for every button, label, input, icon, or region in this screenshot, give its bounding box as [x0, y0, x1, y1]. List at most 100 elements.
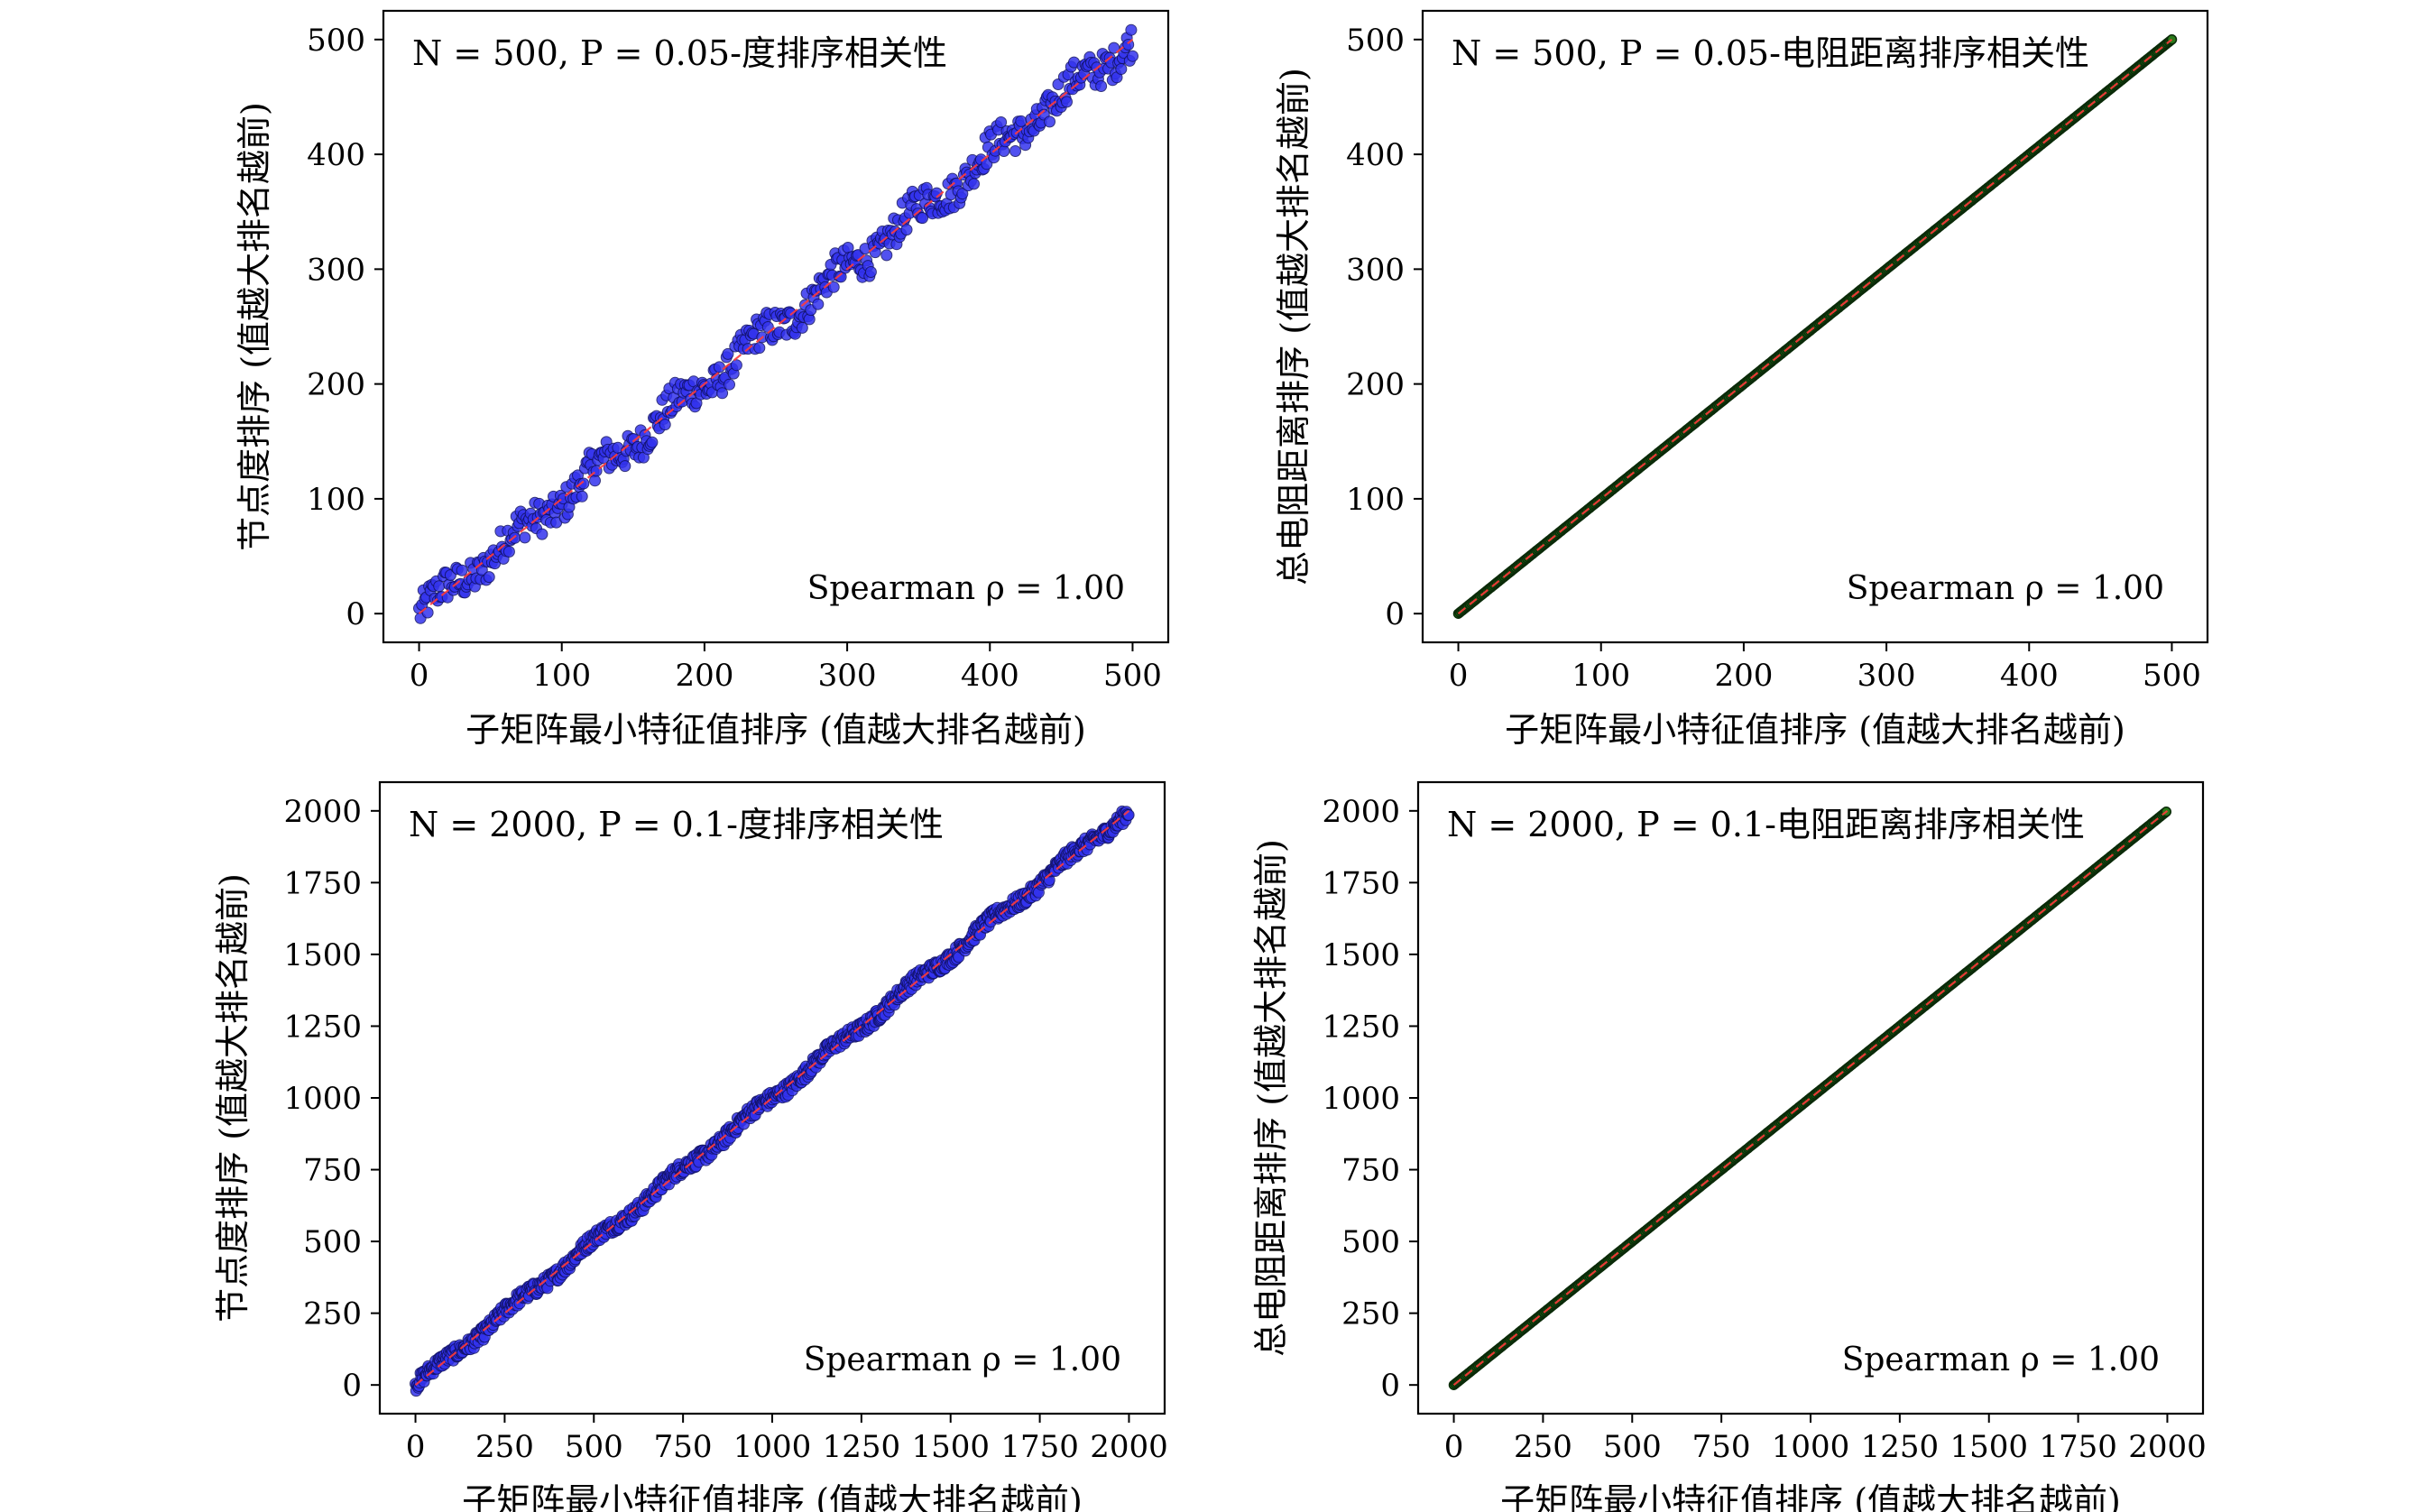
x-tick-label: 400	[961, 658, 1019, 694]
reference-line	[1452, 809, 2169, 1387]
y-tick-label: 100	[1346, 482, 1405, 518]
scatter-point	[827, 281, 840, 293]
scatter-point	[536, 528, 548, 540]
reference-line	[418, 38, 1134, 615]
scatter-point	[716, 387, 729, 400]
panel-bottom-left: N = 2000, P = 0.1-度排序相关性 子矩阵最小特征值排序 (值越大…	[213, 780, 1168, 1512]
spearman-annotation: Spearman ρ = 1.00	[1842, 1341, 2160, 1378]
x-tick-label: 1750	[2039, 1429, 2117, 1465]
scatter-point	[956, 188, 969, 200]
x-tick-label: 400	[2000, 658, 2059, 694]
x-axis-label: 子矩阵最小特征值排序 (值越大排名越前)	[1505, 710, 2125, 750]
scatter-point	[753, 342, 766, 355]
x-tick-label: 250	[475, 1429, 534, 1465]
y-axis-label: 节点度排序 (值越大排名越前)	[213, 873, 253, 1323]
scatter-point	[730, 359, 742, 372]
x-tick-label: 1000	[733, 1429, 812, 1465]
spearman-annotation: Spearman ρ = 1.00	[804, 1341, 1121, 1378]
y-tick-label: 1500	[1322, 937, 1400, 973]
y-tick-label: 0	[342, 1368, 362, 1404]
scatter-point	[900, 224, 913, 236]
y-axis-label: 总电阻距离排序 (值越大排名越前)	[1274, 68, 1314, 585]
x-tick-label: 500	[2143, 658, 2201, 694]
y-tick-label: 750	[303, 1153, 362, 1189]
x-tick-label: 1250	[1861, 1429, 1940, 1465]
x-tick-label: 500	[565, 1429, 623, 1465]
x-axis-label: 子矩阵最小特征值排序 (值越大排名越前)	[462, 1481, 1083, 1512]
scatter-point	[1015, 115, 1028, 127]
y-tick-label: 0	[1385, 596, 1405, 632]
x-tick-label: 1750	[1000, 1429, 1079, 1465]
y-tick-label: 500	[1341, 1224, 1400, 1260]
scatter-point	[577, 477, 590, 490]
scatter-point	[713, 361, 725, 373]
scatter-point	[456, 564, 468, 576]
y-tick-label: 1000	[283, 1081, 362, 1117]
x-tick-label: 0	[406, 1429, 426, 1465]
y-tick-label: 1250	[1322, 1009, 1400, 1045]
y-tick-label: 300	[1346, 252, 1405, 288]
y-tick-label: 750	[1341, 1153, 1400, 1189]
spearman-annotation: Spearman ρ = 1.00	[1847, 570, 2164, 607]
scatter-point	[864, 266, 877, 278]
scatter-point	[995, 116, 1008, 128]
scatter-point	[1125, 23, 1138, 36]
x-tick-label: 100	[532, 658, 591, 694]
reference-line	[414, 809, 1130, 1387]
y-tick-label: 200	[1346, 367, 1405, 403]
y-tick-label: 100	[307, 482, 365, 518]
y-tick-label: 400	[307, 137, 365, 173]
x-tick-label: 500	[1103, 658, 1162, 694]
y-tick-label: 0	[1380, 1368, 1400, 1404]
data-points	[413, 23, 1138, 624]
y-tick-label: 2000	[1322, 794, 1400, 830]
x-tick-label: 1500	[1950, 1429, 2028, 1465]
panel-bottom-right: N = 2000, P = 0.1-电阻距离排序相关性 子矩阵最小特征值排序 (…	[1251, 780, 2207, 1512]
y-tick-label: 300	[307, 252, 365, 288]
y-tick-label: 1500	[283, 937, 362, 973]
scatter-point	[917, 212, 928, 225]
scatter-point	[619, 460, 631, 473]
y-tick-label: 0	[346, 596, 365, 632]
scatter-point	[880, 249, 893, 262]
scatter-point	[1061, 96, 1073, 108]
reference-line	[1457, 38, 2173, 615]
plot-area-frame	[1421, 9, 2209, 644]
x-tick-label: 500	[1603, 1429, 1662, 1465]
y-tick-label: 250	[1341, 1296, 1400, 1332]
scatter-point	[659, 419, 671, 431]
y-tick-label: 1750	[283, 865, 362, 901]
x-tick-label: 100	[1572, 658, 1630, 694]
y-tick-label: 1000	[1322, 1081, 1400, 1117]
x-tick-label: 1500	[911, 1429, 990, 1465]
scatter-point	[519, 531, 531, 544]
scatter-point	[502, 546, 515, 558]
x-axis-label: 子矩阵最小特征值排序 (值越大排名越前)	[1500, 1481, 2121, 1512]
y-tick-label: 1750	[1322, 865, 1400, 901]
panel-title: N = 500, P = 0.05-度排序相关性	[412, 33, 947, 73]
scatter-point	[1044, 115, 1055, 128]
spearman-annotation: Spearman ρ = 1.00	[807, 570, 1125, 607]
y-axis-label: 总电阻距离排序 (值越大排名越前)	[1251, 839, 1291, 1357]
scatter-point	[1095, 80, 1108, 92]
x-tick-label: 0	[1449, 658, 1469, 694]
panel-title: N = 2000, P = 0.1-电阻距离排序相关性	[1447, 805, 2085, 844]
scatter-point	[968, 178, 980, 190]
x-tick-label: 0	[410, 658, 429, 694]
y-tick-label: 400	[1346, 137, 1405, 173]
x-tick-label: 2000	[2128, 1429, 2207, 1465]
scatter-point	[1009, 145, 1021, 157]
x-tick-label: 1000	[1772, 1429, 1850, 1465]
panel-top-right: N = 500, P = 0.05-电阻距离排序相关性 子矩阵最小特征值排序 (…	[1274, 9, 2209, 750]
scatter-point	[646, 436, 659, 448]
panel-title: N = 2000, P = 0.1-度排序相关性	[409, 805, 944, 844]
y-tick-label: 250	[303, 1296, 362, 1332]
x-tick-label: 750	[654, 1429, 713, 1465]
panel-title: N = 500, P = 0.05-电阻距离排序相关性	[1452, 33, 2089, 73]
scatter-point	[483, 571, 495, 584]
scatter-point	[1115, 63, 1128, 75]
x-tick-label: 250	[1514, 1429, 1572, 1465]
y-tick-label: 500	[307, 23, 365, 59]
x-tick-label: 2000	[1090, 1429, 1168, 1465]
